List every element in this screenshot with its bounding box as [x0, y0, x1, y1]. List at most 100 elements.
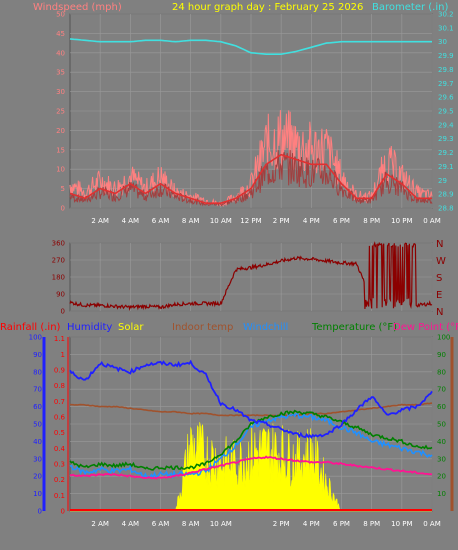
temp-x-ticks: 2 AM 4 AM 6 AM 8 AM 10 AM 2 PM 4 PM 6 PM 8 PM 10 …	[91, 520, 440, 528]
wind-tick-label: 20	[56, 127, 65, 135]
x-tick-label: 4 PM	[303, 520, 320, 528]
rain-tick-label: 0.7	[54, 398, 65, 406]
temp-tick-label: 30	[437, 455, 446, 463]
baro-tick-label: 30.2	[438, 11, 454, 19]
x-tick-label: 0 AM	[423, 520, 441, 528]
temp-tick-label: 20	[437, 473, 446, 481]
temp-tick-label: 50	[437, 421, 446, 429]
legend-item: Indoor temp	[172, 322, 233, 333]
dew-point-line	[69, 455, 433, 480]
humidity-tick-label: 50	[33, 421, 42, 429]
legend-item: Solar	[118, 322, 144, 333]
barometer-line	[69, 38, 432, 55]
wind-tick-label: 5	[61, 185, 65, 193]
humidity-tick-label: 30	[33, 455, 42, 463]
humidity-tick-label: 40	[33, 438, 42, 446]
baro-tick-label: 29.1	[438, 163, 454, 171]
x-tick-label: 2 AM	[91, 520, 109, 528]
x-tick-label: 8 PM	[363, 520, 380, 528]
rain-tick-label: 0.1	[54, 492, 65, 500]
legend-item: Windchill	[243, 322, 288, 333]
direction-y-ticks: 0 90 180 270 360	[52, 240, 65, 316]
baro-tick-label: 30	[438, 38, 447, 46]
rain-tick-label: 0.4	[54, 445, 66, 453]
legend-item: Dew Point (°F)	[393, 322, 458, 333]
x-tick-label: 0 AM	[423, 217, 441, 225]
x-tick-label: 6 AM	[152, 217, 170, 225]
compass-tick-label: S	[436, 273, 442, 284]
wind-tick-label: 50	[56, 11, 65, 19]
wind-tick-label: 10	[56, 166, 65, 174]
x-tick-label: 2 PM	[273, 520, 290, 528]
legend-item: Temperature (°F)	[311, 322, 397, 333]
baro-tick-label: 29	[438, 177, 447, 185]
x-tick-label: 4 AM	[122, 520, 140, 528]
rain-y-ticks: 0 0.1 0.2 0.3 0.4 0.5 0.6 0.7 0.8 0.9 1 1.1	[54, 335, 66, 515]
baro-y-ticks: 28.8 28.9 29 29.1 29.2 29.3 29.4 29.5 29.6 29.7 29…	[438, 11, 454, 213]
humidity-tick-label: 10	[33, 490, 42, 498]
rain-tick-label: 0.9	[54, 367, 65, 375]
x-tick-label: 6 PM	[333, 520, 350, 528]
wind-tick-label: 25	[56, 108, 65, 116]
wind-direction-line	[69, 241, 433, 311]
humidity-tick-label: 90	[33, 351, 42, 359]
x-tick-label: 4 PM	[303, 217, 320, 225]
temp-tick-label: 80	[437, 368, 446, 376]
x-tick-label: 6 PM	[333, 217, 350, 225]
windspeed-axis-title: Windspeed (mph)	[33, 2, 122, 13]
x-tick-label: 10 PM	[391, 217, 412, 225]
x-tick-label: 6 AM	[152, 520, 170, 528]
temp-tick-label: 10	[437, 490, 446, 498]
x-tick-label: 10 AM	[210, 520, 232, 528]
legend-item: Rainfall (.in)	[0, 322, 61, 333]
humidity-tick-label: 0	[38, 508, 42, 516]
x-tick-label: 10 AM	[210, 217, 232, 225]
rain-tick-label: 0.5	[54, 429, 65, 437]
baro-tick-label: 29.5	[438, 108, 454, 116]
wind-tick-label: 35	[56, 69, 65, 77]
humidity-tick-label: 80	[33, 368, 42, 376]
baro-tick-label: 29.7	[438, 80, 454, 88]
temp-tick-label: 100	[437, 334, 450, 342]
wind-average-line	[69, 153, 432, 204]
wind-tick-label: 45	[56, 30, 65, 38]
humidity-tick-label: 70	[33, 386, 42, 394]
x-tick-label: 2 AM	[91, 217, 109, 225]
rain-tick-label: 0.6	[54, 414, 66, 422]
x-tick-label: 8 AM	[182, 520, 200, 528]
x-tick-label: 10 PM	[391, 520, 412, 528]
temp-series	[69, 359, 433, 512]
baro-tick-label: 28.8	[438, 205, 454, 213]
x-tick-label: 2 PM	[273, 217, 290, 225]
x-tick-label: 4 AM	[122, 217, 140, 225]
temp-y-ticks: 10 20 30 40 50 60 70 80 90 100	[437, 334, 450, 499]
direction-tick-label: 90	[56, 291, 65, 299]
baro-tick-label: 29.8	[438, 66, 454, 74]
temperature-line	[69, 409, 433, 471]
rain-tick-label: 0.2	[54, 476, 65, 484]
compass-tick-label: E	[436, 290, 442, 301]
x-tick-label: 8 AM	[182, 217, 200, 225]
humidity-tick-label: 60	[33, 403, 42, 411]
x-tick-label: 12 PM	[240, 217, 261, 225]
rain-tick-label: 0.8	[54, 382, 65, 390]
baro-tick-label: 29.2	[438, 149, 454, 157]
direction-tick-label: 270	[52, 257, 65, 265]
wind-x-ticks: 2 AM 4 AM 6 AM 8 AM 10 AM 12 PM 2 PM 4 PM 6 PM 8 …	[91, 217, 440, 225]
baro-tick-label: 30.1	[438, 24, 454, 32]
wind-gust-line	[69, 110, 433, 208]
rain-tick-label: 1.1	[54, 335, 65, 343]
direction-tick-label: 180	[52, 274, 65, 282]
humidity-tick-label: 100	[29, 334, 42, 342]
temp-tick-label: 40	[437, 438, 446, 446]
wind-tick-label: 40	[56, 49, 65, 57]
baro-tick-label: 29.9	[438, 52, 454, 60]
compass-tick-label: W	[436, 256, 446, 267]
temp-tick-label: 70	[437, 386, 446, 394]
rain-tick-label: 0	[61, 508, 65, 516]
rain-tick-label: 1	[61, 351, 65, 359]
wind-series	[69, 38, 433, 208]
